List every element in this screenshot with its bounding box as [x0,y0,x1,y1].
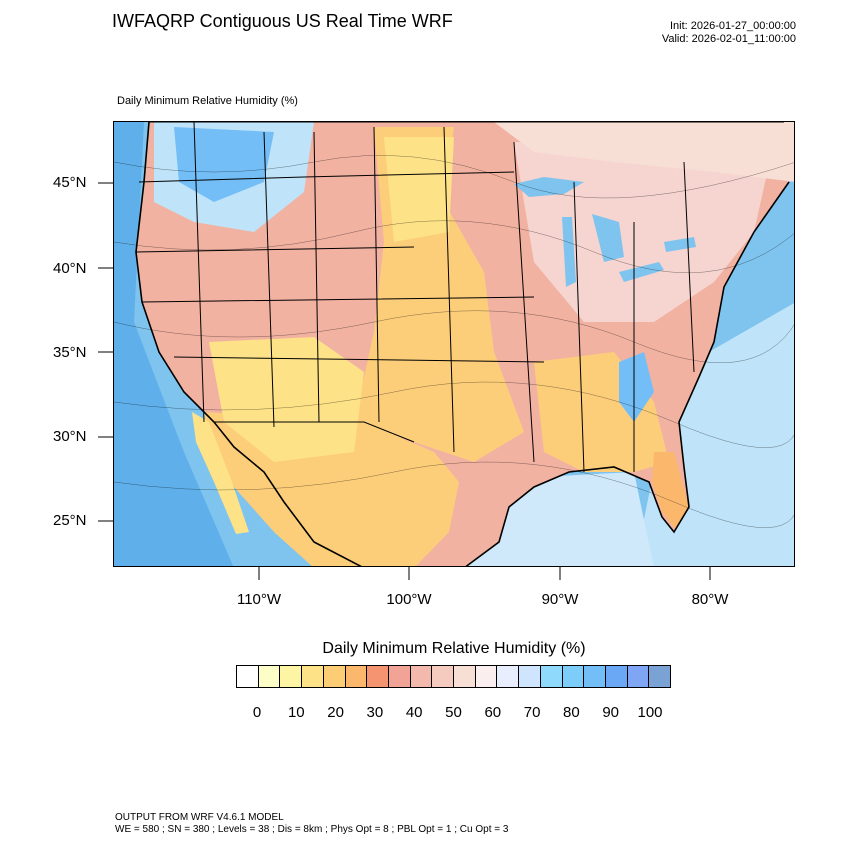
lat-label-35: 35°N [53,344,87,361]
colorbar-box [605,666,628,687]
model-info-line2: WE = 580 ; SN = 380 ; Levels = 38 ; Dis … [115,824,509,835]
lon-ticks [258,566,711,580]
lake-superior [514,177,584,197]
colorbar-tick-label: 100 [637,704,663,721]
colorbar [236,665,671,688]
baja-peninsula [192,412,249,534]
lat-label-45: 45°N [53,174,87,191]
lat-ticks [98,182,113,522]
colorbar-box [454,666,476,687]
lake-huron [592,214,624,262]
pacific-offshore [114,122,234,566]
southwest-dry [209,337,364,462]
canada-moist [494,122,794,182]
map-panel [113,121,795,567]
colorbar-box [345,666,368,687]
valid-time: Valid: 2026-02-01_11:00:00 [661,33,796,45]
lon-label-110: 110°W [236,591,282,608]
colorbar-tick-label: 50 [445,704,462,721]
plot-title: IWFAQRP Contiguous US Real Time WRF [112,11,453,31]
field-subtitle: Daily Minimum Relative Humidity (%) [117,95,298,107]
colorbar-title: Daily Minimum Relative Humidity (%) [322,640,586,657]
political-boundaries [135,122,784,473]
colorbar-tick-label: 70 [523,704,541,721]
dakotas-dry [384,137,454,242]
lat-label-30: 30°N [53,428,87,445]
northeast-pink [514,142,774,322]
colorbar-tick-label: 80 [563,704,580,721]
florida [652,452,689,530]
colorbar-tick-label: 30 [366,704,384,721]
coastline [135,122,790,566]
colorbar-box [432,666,455,687]
rockies-blue [174,127,274,202]
contour-lines [114,155,794,528]
colorbar-box [540,666,563,687]
lake-michigan [562,217,576,287]
colorbar-box [562,666,585,687]
colorbar-box [649,666,671,687]
lake-erie [619,262,664,282]
lat-label-40: 40°N [53,260,87,277]
colorbar-tick-label: 90 [602,704,620,721]
colorbar-box [627,666,650,687]
colorbar-box [475,666,498,687]
init-time: Init: 2026-01-27_00:00:00 [670,20,796,32]
lon-label-100: 100°W [386,591,432,608]
colorbar-box [584,666,606,687]
lat-label-25: 25°N [53,512,87,529]
colorbar-box [323,666,346,687]
colorbar-tick-label: 0 [252,704,262,721]
colorbar-box [302,666,324,687]
colorbar-box [237,666,259,687]
map-svg [114,122,794,566]
model-info-line1: OUTPUT FROM WRF V4.6.1 MODEL [115,812,284,823]
colorbar-box [519,666,541,687]
colorbar-tick-label: 60 [484,704,502,721]
colorbar-box [388,666,411,687]
colorbar-box [367,666,389,687]
colorbar-box [258,666,281,687]
colorbar-box [410,666,433,687]
colorbar-box [280,666,303,687]
colorbar-tick-label: 10 [287,704,305,721]
lon-label-90: 90°W [541,591,579,608]
colorbar-box [497,666,520,687]
colorbar-tick-label: 40 [405,704,423,721]
lon-label-80: 80°W [691,591,729,608]
colorbar-tick-label: 20 [327,704,344,721]
